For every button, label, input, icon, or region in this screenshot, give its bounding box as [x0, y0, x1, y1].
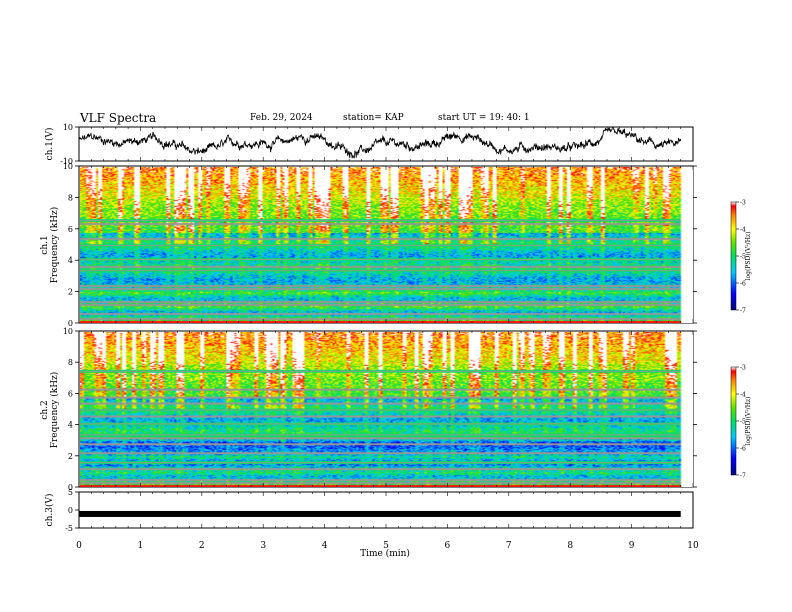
x-axis-label: Time (min): [360, 548, 410, 559]
ch1-ytick-label: -10: [60, 157, 73, 166]
ch2-spectrogram-ytick-label: 8: [68, 358, 73, 367]
ch2-colorbar-tick-label: -5: [740, 419, 746, 426]
chart-title: VLF Spectra: [80, 111, 157, 125]
ch1-spectrogram-ytick-label: 4: [68, 256, 73, 265]
x-tick-label: 5: [383, 541, 389, 551]
ch2-colorbar-tick-label: -3: [740, 365, 746, 372]
x-tick-label: 2: [199, 541, 205, 551]
ch1-spectrogram-ylabel-frequency: Frequency (kHz): [49, 207, 60, 284]
ch1-spectrogram-ytick-label: 0: [68, 319, 73, 328]
ch1-spectrogram-ytick-label: 2: [68, 288, 73, 297]
x-tick-label: 4: [322, 541, 328, 551]
date-label: Feb. 29, 2024: [250, 113, 313, 123]
ch2-colorbar-tick-label: -7: [740, 473, 746, 480]
ch2-colorbar-tick-label: -6: [740, 446, 746, 453]
ch1-colorbar-tick-label: -3: [740, 200, 746, 207]
ch3-waveform-ylabel: ch.3(V): [44, 494, 55, 527]
ch1-spectrogram-ytick-label: 10: [63, 162, 73, 171]
ch1-colorbar-tick-label: -6: [740, 281, 746, 288]
ch1-ytick-label: 10: [63, 123, 73, 132]
ch3-ytick-label: 0: [68, 506, 73, 515]
station-label: station= KAP: [343, 113, 404, 123]
ch1-spectrogram-ytick-label: 8: [68, 193, 73, 202]
ch1-colorbar-tick-label: -5: [740, 254, 746, 261]
ch1-waveform-trace: [78, 126, 682, 159]
ch2-spectrogram-image: [80, 332, 693, 487]
x-tick-label: 1: [138, 541, 144, 551]
ch2-spectrogram-ytick-label: 10: [63, 327, 73, 336]
ch1-colorbar: [730, 201, 737, 311]
x-tick-label: 3: [260, 541, 266, 551]
x-tick-label: 10: [687, 541, 699, 551]
ch3-waveform-trace: [79, 510, 681, 517]
ch3-ytick-label: -5: [65, 524, 73, 533]
ch2-colorbar: [730, 366, 737, 476]
ch2-spectrogram-ytick-label: 6: [68, 389, 73, 398]
ch1-colorbar-tick-label: -4: [740, 227, 746, 234]
ch2-spectrogram-ylabel-frequency: Frequency (kHz): [49, 372, 60, 449]
x-tick-label: 9: [629, 541, 635, 551]
start-time-label: start UT = 19: 40: 1: [438, 113, 530, 123]
x-tick-label: 6: [445, 541, 451, 551]
ch2-spectrogram-ytick-label: 2: [68, 452, 73, 461]
ch2-spectrogram-ytick-label: 0: [68, 483, 73, 492]
ch3-waveform-panel: 50-5 ch.3(V) 0 1 2 3 4 5 6 7 8 9 10 Time (min): [44, 488, 699, 559]
ch1-colorbar-label: log(PSD)(V²/Hz): [745, 232, 752, 281]
ch2-colorbar-tick-label: -4: [740, 392, 746, 399]
ch2-spectrogram-ylabel-channel: ch.2: [40, 400, 50, 419]
x-tick-label: 8: [567, 541, 573, 551]
ch2-spectrogram-ytick-label: 4: [68, 421, 73, 430]
ch1-waveform-ylabel: ch.1(V): [44, 128, 55, 161]
ch3-waveform-frame: [78, 491, 694, 529]
ch3-ytick-label: 5: [68, 488, 73, 497]
ch1-colorbar-tick-label: -7: [740, 308, 746, 315]
ch1-spectrogram-image: [80, 167, 693, 323]
ch1-spectrogram-ytick-label: 6: [68, 225, 73, 234]
x-tick-label: 7: [506, 541, 512, 551]
ch2-colorbar-label: log(PSD)(V²/Hz): [745, 397, 752, 446]
ch1-spectrogram-ylabel-channel: ch.1: [40, 235, 50, 254]
ch1-waveform-panel: 10 -10 ch.1(V): [44, 123, 694, 166]
x-tick-label: 0: [76, 541, 82, 551]
